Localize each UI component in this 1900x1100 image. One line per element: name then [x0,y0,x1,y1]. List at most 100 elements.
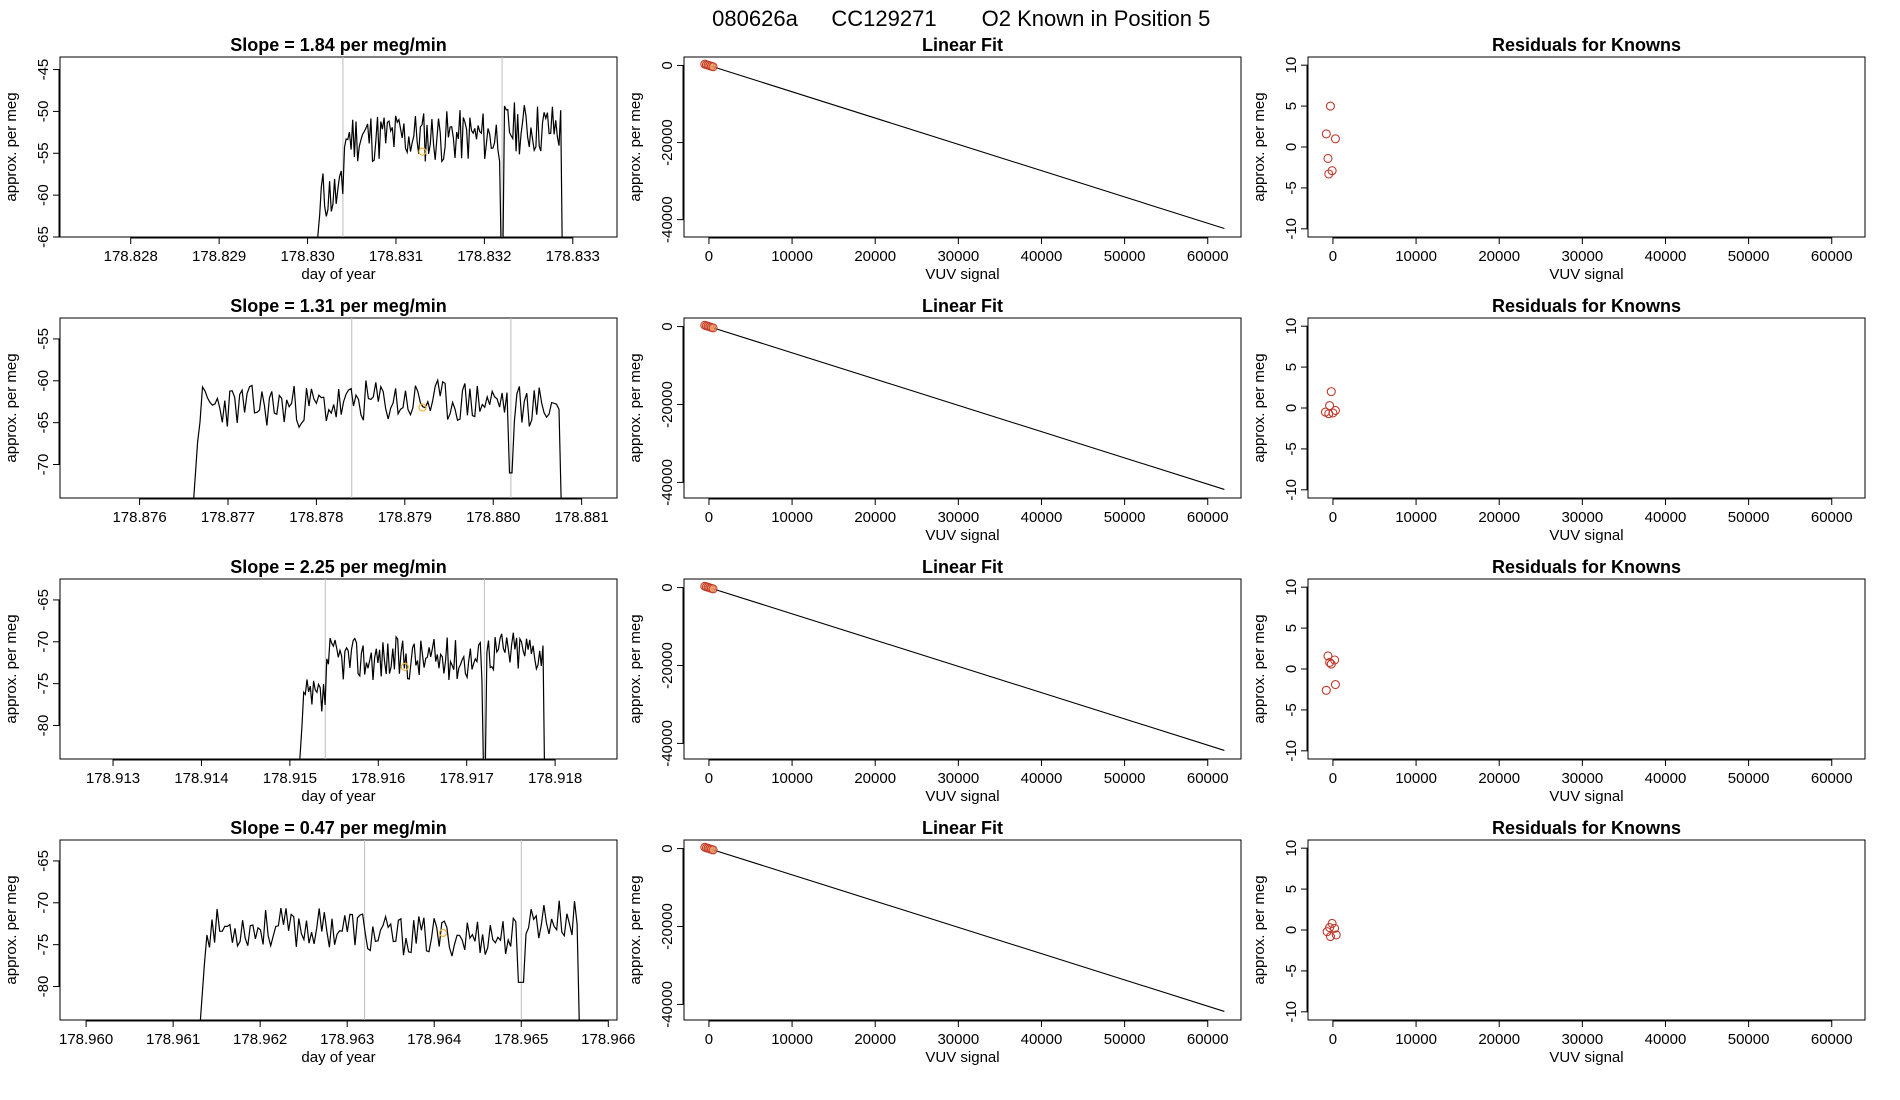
x-tick-label: 0 [705,248,713,265]
plot-data [1321,101,1340,179]
signal-trace [317,102,563,237]
residual-point [1321,129,1331,139]
panel-title: Slope = 1.84 per meg/min [230,35,447,55]
x-tick-label: 10000 [771,770,813,787]
linear-fit-panel-row-4: Linear Fit 0 10000 20000 30000 40000 50000 6000… [627,818,1242,1066]
x-tick-label: 50000 [1104,770,1146,787]
residual-point [1330,134,1340,144]
plot-data [317,57,563,237]
x-tick-label: 30000 [1561,509,1603,526]
x-axis-label: day of year [301,1049,375,1066]
known-point [708,323,718,333]
y-tick-label: 0 [659,583,676,591]
x-tick-label: 30000 [937,770,979,787]
y-tick-label: -60 [35,184,52,206]
x-tick-label: 60000 [1187,770,1229,787]
x-tick-label: 10000 [771,248,813,265]
y-tick-label: 0 [659,322,676,330]
panel-title: Slope = 2.25 per meg/min [230,557,447,577]
x-tick-label: 178.833 [546,248,600,265]
fit-line [703,585,1225,751]
plot-frame [683,578,1242,760]
fit-line [703,63,1225,230]
x-tick-label: 30000 [1561,770,1603,787]
x-tick-label: 60000 [1811,770,1853,787]
x-tick-label: 0 [1329,509,1337,526]
plot-frame [59,56,618,238]
y-tick-label: -40000 [659,459,676,506]
y-tick-label: -20000 [659,381,676,428]
x-tick-label: 20000 [1478,509,1520,526]
x-tick-label: 10000 [771,509,813,526]
y-tick-label: 0 [1283,404,1300,412]
residuals-panel-row-2: Residuals for Knowns 0 10000 20000 30000 4000… [1251,296,1866,544]
y-tick-label: -20000 [659,642,676,689]
y-tick-label: -40000 [659,981,676,1028]
y-tick-label: -65 [35,850,52,872]
residual-point [1328,408,1338,418]
x-tick-label: 178.876 [112,509,166,526]
y-axis-label: approx. per meg [3,875,20,984]
panel-title: Linear Fit [922,557,1003,577]
x-tick-label: 178.964 [407,1031,461,1048]
plot-data [1320,387,1340,419]
y-tick-label: -45 [35,59,52,81]
y-tick-label: -10 [1283,1001,1300,1023]
x-tick-label: 10000 [771,1031,813,1048]
residual-point [1323,651,1333,661]
residual-point [1326,659,1336,669]
y-tick-label: -10 [1283,740,1300,762]
x-tick-label: 40000 [1645,1031,1687,1048]
y-axis-label: approx. per meg [1251,353,1268,462]
x-tick-label: 178.965 [494,1031,548,1048]
x-axis-label: day of year [301,788,375,805]
x-tick-label: 20000 [1478,1031,1520,1048]
y-tick-label: -5 [1283,703,1300,716]
plot-data [1321,651,1340,695]
x-tick-label: 178.829 [192,248,246,265]
x-axis-label: VUV signal [925,1049,999,1066]
mean-marker [400,662,409,672]
x-axis-label: VUV signal [1549,266,1623,283]
panel-title: Residuals for Knowns [1492,818,1681,838]
x-tick-label: 178.961 [146,1031,200,1048]
panel-title: Linear Fit [922,35,1003,55]
plot-data [700,59,1225,230]
x-tick-label: 60000 [1811,1031,1853,1048]
plot-frame [683,317,1242,499]
y-axis-label: approx. per meg [3,353,20,462]
x-tick-label: 178.831 [369,248,423,265]
residual-point [1321,685,1331,695]
y-axis-label: approx. per meg [3,614,20,723]
residual-point [1325,101,1335,111]
x-tick-label: 178.918 [528,770,582,787]
x-axis-label: VUV signal [925,788,999,805]
plot-data [199,840,580,1020]
y-axis-label: approx. per meg [627,92,644,201]
y-tick-label: 5 [1283,102,1300,110]
residual-point [1327,166,1337,176]
x-tick-label: 178.830 [280,248,334,265]
x-tick-label: 178.881 [555,509,609,526]
plot-frame [683,56,1242,238]
panel-grid: Slope = 1.84 per meg/min 178.828 178.829 17… [3,35,1866,1066]
figure-title-date: 080626a [712,6,798,31]
x-tick-label: 60000 [1187,248,1229,265]
y-tick-label: 0 [1283,143,1300,151]
y-tick-label: -60 [35,370,52,392]
x-tick-label: 60000 [1187,1031,1229,1048]
x-tick-label: 50000 [1728,248,1770,265]
y-tick-label: 0 [659,844,676,852]
x-tick-label: 10000 [1395,509,1437,526]
panel-title: Linear Fit [922,296,1003,316]
residual-point [1324,169,1334,179]
x-tick-label: 178.963 [320,1031,374,1048]
x-tick-label: 0 [705,770,713,787]
y-tick-label: 10 [1283,57,1300,74]
y-tick-label: -70 [35,454,52,476]
linear-fit-panel-row-3: Linear Fit 0 10000 20000 30000 40000 50000 6000… [627,557,1242,805]
plot-frame [1307,317,1866,499]
x-axis-label: day of year [301,266,375,283]
residuals-panel-row-4: Residuals for Knowns 0 10000 20000 30000 4000… [1251,818,1866,1066]
